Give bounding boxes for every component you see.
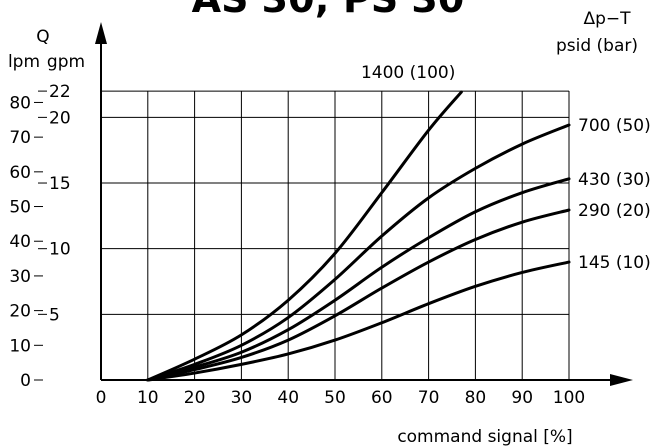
lpm-tick-label: 40 — [9, 232, 31, 252]
series-label-3: 290 (20) — [578, 201, 651, 221]
x-tick-label: 20 — [184, 388, 206, 408]
lpm-tick-label: 0 — [20, 371, 31, 391]
lpm-tick-label: 50 — [9, 198, 31, 218]
lpm-tick-label: 20 — [9, 302, 31, 322]
gpm-tick-label: 15 — [49, 174, 71, 194]
x-axis-arrow — [610, 374, 633, 386]
series-label-0: 1400 (100) — [361, 63, 455, 83]
x-tick-label: 80 — [465, 388, 487, 408]
x-tick-label: 60 — [371, 388, 393, 408]
x-tick-label: 50 — [324, 388, 346, 408]
gpm-tick-label: 10 — [49, 240, 71, 260]
y-axis-unit-gpm: gpm — [47, 52, 85, 72]
y-axis-arrow — [95, 22, 107, 44]
series-label-2: 430 (30) — [578, 170, 651, 190]
lpm-tick-label: 10 — [9, 336, 31, 356]
legend-title: Δp−T — [583, 9, 631, 29]
gpm-tick-label: 20 — [49, 108, 71, 128]
lpm-tick-label: 60 — [9, 163, 31, 183]
y-axis-symbol: Q — [36, 27, 49, 47]
x-tick-label: 40 — [277, 388, 299, 408]
lpm-tick-label: 30 — [9, 267, 31, 287]
gpm-tick-label: 5 — [49, 305, 60, 325]
lpm-tick-label: 80 — [9, 93, 31, 113]
chart-title: AS 30; PS 30 — [192, 0, 465, 21]
series-label-1: 700 (50) — [578, 116, 651, 136]
x-tick-label: 10 — [137, 388, 159, 408]
x-tick-label: 70 — [418, 388, 440, 408]
x-axis-label: command signal [%] — [397, 427, 572, 447]
gpm-tick-label: 22 — [49, 82, 71, 102]
lpm-tick-label: 70 — [9, 128, 31, 148]
x-tick-label: 0 — [96, 388, 107, 408]
x-tick-label: 30 — [231, 388, 253, 408]
y-axis-unit-lpm: lpm — [8, 52, 40, 72]
curve-series-1 — [148, 125, 569, 380]
x-tick-label: 90 — [511, 388, 533, 408]
x-tick-label: 100 — [553, 388, 585, 408]
curve-series-3 — [148, 210, 569, 380]
legend-subtitle: psid (bar) — [556, 36, 638, 56]
series-label-4: 145 (10) — [578, 253, 651, 273]
